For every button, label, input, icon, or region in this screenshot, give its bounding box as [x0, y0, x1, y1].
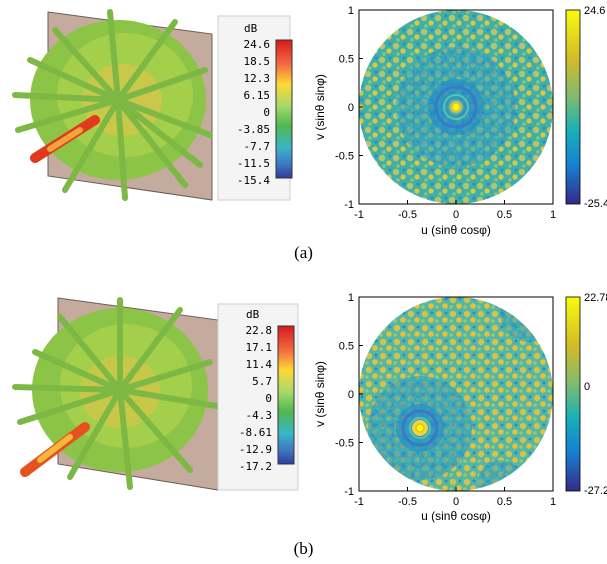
panel-a-graphics: -1 -0.5 0 0.5 1 1 0.5 0 -0.5 -1 u (sinθ …	[12, 5, 607, 237]
xtick-a-4: 1	[550, 209, 556, 221]
legend3d-colorbar	[277, 325, 295, 465]
legend3d-unit-b: dB	[246, 308, 260, 321]
legend3d-tick-a-7: -11.5	[236, 157, 270, 170]
xtick-b-4: 1	[550, 496, 556, 508]
radiation-pattern-3d	[12, 9, 213, 201]
legend3d-tick-b-1: 17.1	[245, 341, 273, 354]
uv-cbar-max-a: 24.6	[584, 5, 605, 17]
xtick-b-1: -0.5	[398, 496, 417, 508]
caption-b: (b)	[293, 539, 314, 558]
uv-cbar-max-b: 22.78	[584, 292, 607, 304]
xtick-b-3: 0.5	[497, 496, 512, 508]
legend3d-tick-a-0: 24.6	[243, 38, 271, 51]
legend3d-colorbar	[275, 39, 293, 179]
legend3d-tick-a-5: -3.85	[236, 123, 270, 136]
ytick-b-0: 1	[348, 292, 354, 304]
xtick-b-0: -1	[354, 496, 364, 508]
ylabel-a: v (sinθ sinφ)	[313, 74, 327, 140]
uv-plot-b: -1 -0.5 0 0.5 1 1 0.5 0 -0.5 -1 u (sinθ …	[313, 292, 607, 523]
ytick-a-4: -1	[344, 199, 354, 211]
ytick-a-1: 0.5	[339, 54, 354, 66]
legend3d-tick-b-6: -8.61	[238, 426, 272, 439]
ylabel-b: v (sinθ sinφ)	[313, 361, 327, 427]
legend3d-tick-b-2: 11.4	[245, 358, 273, 371]
legend3d-tick-b-4: 0	[265, 392, 272, 405]
xlabel-a: u (sinθ cosφ)	[421, 223, 491, 237]
xlabel-b: u (sinθ cosφ)	[421, 509, 491, 523]
radiation-pattern-3d	[12, 297, 225, 490]
ytick-b-4: -1	[344, 486, 354, 498]
ytick-a-2: 0	[348, 102, 354, 114]
legend3d-tick-b-0: 22.8	[245, 324, 273, 337]
xtick-b-2: 0	[453, 496, 459, 508]
legend3d-tick-a-2: 12.3	[243, 72, 271, 85]
ytick-b-2: 0	[348, 389, 354, 401]
legend3d-tick-a-6: -7.7	[243, 140, 271, 153]
legend3d-tick-b-7: -12.9	[238, 443, 272, 456]
legend3d-unit-a: dB	[244, 22, 258, 35]
legend3d-tick-a-1: 18.5	[243, 55, 271, 68]
uv-colorbar-b	[565, 296, 581, 492]
legend3d-tick-b-8: -17.2	[238, 460, 272, 473]
legend3d-tick-a-4: 0	[263, 106, 270, 119]
xtick-a-1: -0.5	[398, 209, 417, 221]
figure-panel-a: -1 -0.5 0 0.5 1 1 0.5 0 -0.5 -1 u (sinθ …	[12, 5, 607, 262]
uv-plot-a: -1 -0.5 0 0.5 1 1 0.5 0 -0.5 -1 u (sinθ …	[313, 5, 607, 237]
uv-cbar-mid-b: 0	[584, 381, 590, 393]
xtick-a-2: 0	[453, 209, 459, 221]
ytick-a-3: -0.5	[335, 151, 354, 163]
ytick-b-3: -0.5	[335, 438, 354, 450]
legend3d-tick-b-3: 5.7	[252, 375, 272, 388]
legend3d-tick-a-8: -15.4	[236, 174, 270, 187]
ytick-a-0: 1	[348, 5, 354, 17]
uv-cbar-min-b: -27.22	[584, 485, 607, 497]
panel-b-graphics: -1 -0.5 0 0.5 1 1 0.5 0 -0.5 -1 u (sinθ …	[12, 292, 607, 523]
caption-a: (a)	[294, 243, 313, 262]
legend3d-tick-a-3: 6.15	[243, 89, 271, 102]
xtick-a-0: -1	[354, 209, 364, 221]
uv-cbar-min-a: -25.4	[584, 198, 607, 210]
legend3d-tick-b-5: -4.3	[245, 409, 273, 422]
ytick-b-1: 0.5	[339, 341, 354, 353]
uv-colorbar-a	[565, 9, 581, 205]
xtick-a-3: 0.5	[497, 209, 512, 221]
figure-panel-b: -1 -0.5 0 0.5 1 1 0.5 0 -0.5 -1 u (sinθ …	[0, 282, 607, 564]
